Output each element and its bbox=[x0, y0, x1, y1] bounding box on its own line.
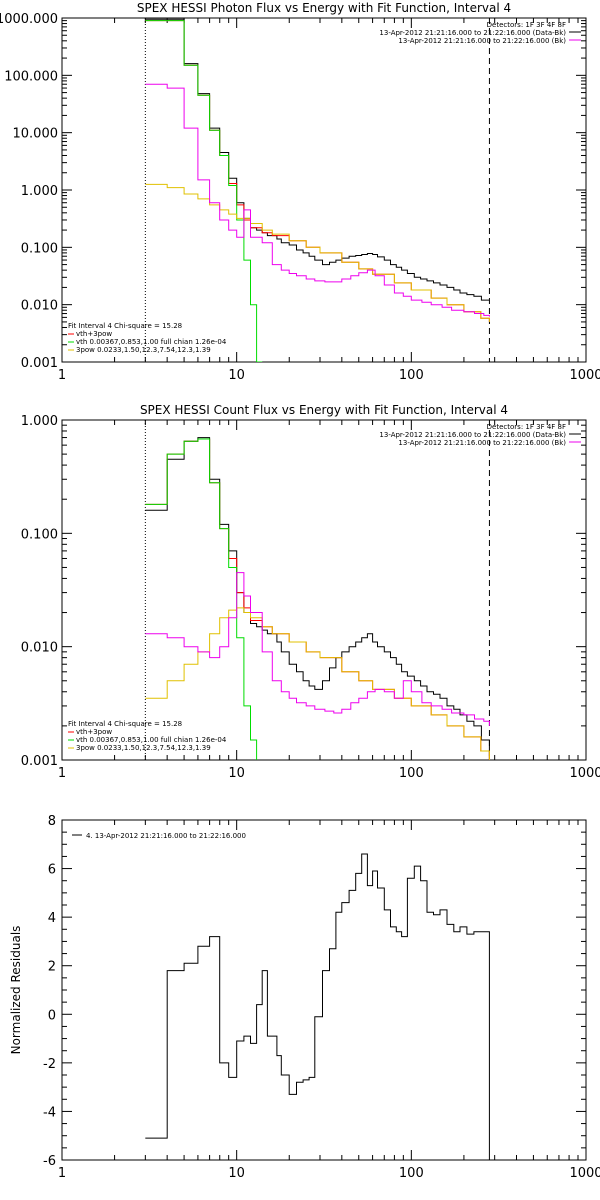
series-line-bk bbox=[145, 83, 490, 317]
legend-bottom-text: 3pow 0.0233,1.50,12.3,7.54,12.3,1.39 bbox=[76, 744, 211, 752]
series-group bbox=[145, 437, 490, 760]
series-line-residual bbox=[145, 853, 490, 1160]
y-tick-label: 4 bbox=[48, 911, 56, 926]
y-tick-label: 1000.000 bbox=[0, 12, 58, 27]
y-tick-label: 100.000 bbox=[4, 69, 58, 84]
series-line-3pow bbox=[145, 607, 490, 760]
chart-title: SPEX HESSI Photon Flux vs Energy with Fi… bbox=[137, 1, 511, 15]
series-line-vth bbox=[145, 20, 263, 362]
photon-flux-panel: SPEX HESSI Photon Flux vs Energy with Fi… bbox=[0, 1, 600, 383]
y-tick-label: 0.001 bbox=[21, 754, 58, 769]
legend-top-text: Detectors: 1F 3F 4F 8F bbox=[487, 423, 566, 431]
x-tick-label: 1000 bbox=[569, 368, 600, 383]
x-tick-label: 100 bbox=[399, 1166, 424, 1181]
legend-top-text: Detectors: 1F 3F 4F 8F bbox=[487, 21, 566, 29]
y-tick-label: 0.010 bbox=[21, 641, 58, 656]
count-flux-panel: SPEX HESSI Count Flux vs Energy with Fit… bbox=[21, 403, 600, 781]
x-tick-label: 10 bbox=[228, 368, 245, 383]
y-tick-label: 0.001 bbox=[21, 356, 58, 371]
x-tick-label: 1 bbox=[58, 368, 66, 383]
x-tick-label: 10 bbox=[228, 1166, 245, 1181]
legend-bottom-text: Fit Interval 4 Chi-square = 15.28 bbox=[68, 720, 182, 728]
y-tick-label: 0 bbox=[48, 1008, 56, 1023]
legend-text: 4. 13-Apr-2012 21:21:16.000 to 21:22:16.… bbox=[86, 832, 246, 840]
series-group bbox=[145, 18, 490, 362]
y-tick-label: 10.000 bbox=[13, 127, 59, 142]
y-tick-label: -2 bbox=[43, 1057, 56, 1072]
y-tick-label: 1.000 bbox=[21, 414, 58, 429]
y-tick-label: 2 bbox=[48, 960, 56, 975]
legend-top-text: 13-Apr-2012 21:21:16.000 to 21:22:16.000… bbox=[379, 431, 566, 439]
legend-top-text: 13-Apr-2012 21:21:16.000 to 21:22:16.000… bbox=[398, 439, 566, 447]
x-tick-label: 100 bbox=[399, 368, 424, 383]
y-tick-label: 0.100 bbox=[21, 527, 58, 542]
series-line-vth bbox=[145, 438, 258, 760]
y-axis-label: Normalized Residuals bbox=[9, 926, 23, 1055]
x-tick-label: 10 bbox=[228, 766, 245, 781]
y-tick-label: 0.010 bbox=[21, 299, 58, 314]
plot-frame bbox=[61, 419, 587, 761]
y-tick-label: 8 bbox=[48, 814, 56, 829]
x-tick-label: 1000 bbox=[569, 766, 600, 781]
y-tick-label: 0.100 bbox=[21, 241, 58, 256]
legend-bottom-text: 3pow 0.0233,1.50,12.3,7.54,12.3,1.39 bbox=[76, 346, 211, 354]
x-tick-label: 1 bbox=[58, 766, 66, 781]
legend-top-text: 13-Apr-2012 21:21:16.000 to 21:22:16.000… bbox=[379, 29, 566, 37]
y-tick-label: -4 bbox=[43, 1105, 56, 1120]
y-tick-label: -6 bbox=[43, 1154, 56, 1169]
x-tick-label: 1 bbox=[58, 1166, 66, 1181]
y-tick-label: 1.000 bbox=[21, 184, 58, 199]
legend-bottom-text: Fit Interval 4 Chi-square = 15.28 bbox=[68, 322, 182, 330]
x-tick-label: 100 bbox=[399, 766, 424, 781]
legend-bottom-text: vth 0.00367,0.853,1.00 full chian 1.26e-… bbox=[76, 338, 227, 346]
legend-bottom-text: vth+3pow bbox=[76, 330, 112, 338]
series-group bbox=[145, 853, 490, 1160]
chart-title: SPEX HESSI Count Flux vs Energy with Fit… bbox=[140, 403, 508, 417]
x-tick-label: 1000 bbox=[569, 1166, 600, 1181]
residuals-panel: 1 10 100 1000 8 6 4 2 0 -2 -4 -6 Normalized Residual… bbox=[9, 814, 600, 1181]
series-line-bk bbox=[145, 572, 490, 726]
legend-bottom-text: vth 0.00367,0.853,1.00 full chian 1.26e-… bbox=[76, 736, 227, 744]
legend-top-text: 13-Apr-2012 21:21:16.000 to 21:22:16.000… bbox=[398, 37, 566, 45]
legend-bottom-text: vth+3pow bbox=[76, 728, 112, 736]
y-tick-label: 6 bbox=[48, 863, 56, 878]
